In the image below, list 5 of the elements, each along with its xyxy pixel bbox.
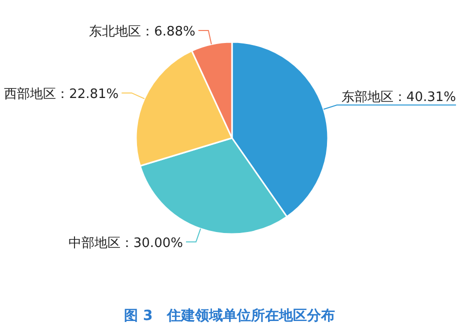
slice-label: 东部地区：40.31% [341, 90, 456, 106]
slice-label: 东北地区：6.88% [89, 24, 196, 40]
text: 图 3 住建领域单位所在地区分布 [124, 308, 335, 324]
slice-label: 西部地区：22.81% [4, 86, 119, 102]
slice-label: 中部地区：30.00% [68, 236, 183, 251]
